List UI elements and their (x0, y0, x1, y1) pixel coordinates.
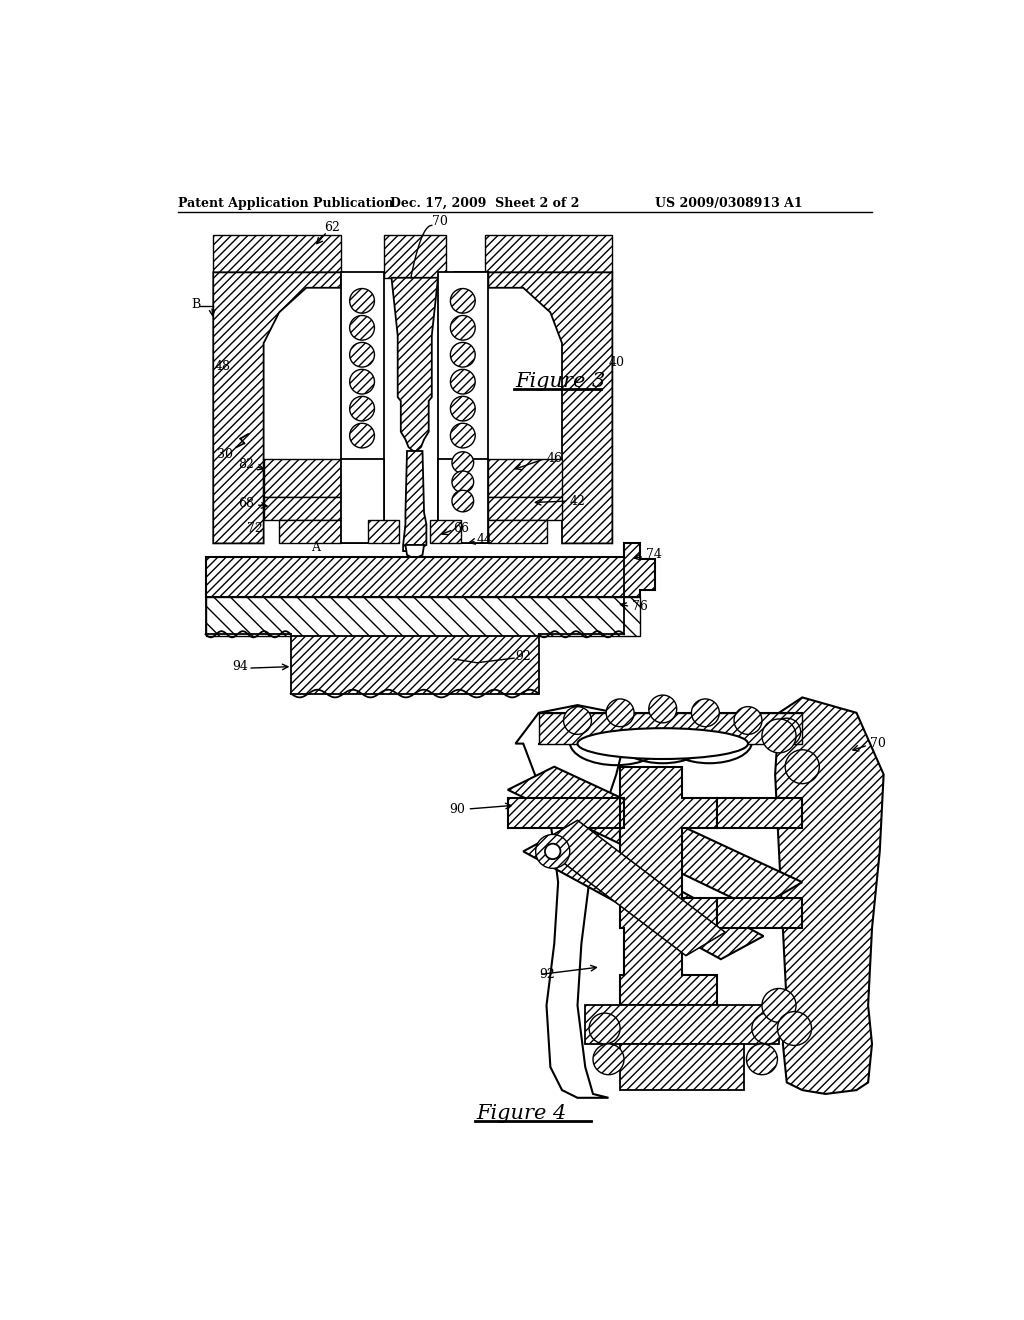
Polygon shape (717, 797, 802, 829)
Bar (484, 235, 612, 272)
Bar (263, 498, 341, 520)
Text: 92: 92 (539, 968, 555, 981)
Circle shape (451, 396, 475, 421)
Polygon shape (515, 705, 624, 1098)
Circle shape (452, 451, 474, 474)
Circle shape (746, 1044, 777, 1074)
Bar (586, 1006, 779, 1044)
Bar (488, 459, 562, 498)
Circle shape (451, 342, 475, 367)
Text: Dec. 17, 2009  Sheet 2 of 2: Dec. 17, 2009 Sheet 2 of 2 (390, 197, 580, 210)
Text: A: A (311, 541, 321, 554)
Text: 66: 66 (454, 521, 469, 535)
Polygon shape (213, 272, 341, 544)
Bar (213, 235, 341, 272)
Polygon shape (391, 277, 438, 451)
Text: 74: 74 (646, 548, 662, 561)
Text: 92: 92 (515, 649, 531, 663)
Text: 30: 30 (217, 449, 232, 462)
Circle shape (785, 750, 819, 784)
Circle shape (452, 490, 474, 512)
Circle shape (349, 342, 375, 367)
Circle shape (349, 370, 375, 395)
Circle shape (752, 1014, 783, 1044)
Circle shape (734, 706, 762, 734)
Polygon shape (341, 272, 384, 544)
Text: 68: 68 (239, 496, 254, 510)
Text: 70: 70 (870, 737, 887, 750)
Circle shape (349, 315, 375, 341)
Circle shape (349, 289, 375, 313)
Bar (263, 459, 341, 498)
Bar (369, 520, 399, 544)
Text: Figure 4: Figure 4 (477, 1104, 567, 1123)
Text: 44: 44 (477, 533, 493, 546)
Circle shape (649, 696, 677, 723)
Bar (621, 1044, 744, 1090)
Circle shape (545, 843, 560, 859)
Bar (341, 459, 384, 544)
Text: 48: 48 (215, 360, 230, 372)
Text: 62: 62 (324, 222, 340, 234)
Circle shape (691, 700, 719, 726)
Circle shape (563, 706, 592, 734)
Polygon shape (621, 767, 717, 1006)
Circle shape (777, 1011, 812, 1045)
Circle shape (451, 424, 475, 447)
Bar (488, 520, 547, 544)
Bar (430, 520, 461, 544)
Circle shape (606, 700, 634, 726)
Polygon shape (775, 697, 884, 1094)
Text: B: B (190, 298, 200, 312)
Text: 76: 76 (632, 601, 647, 612)
Circle shape (451, 315, 475, 341)
Text: 82: 82 (239, 458, 254, 471)
Polygon shape (523, 829, 764, 960)
Polygon shape (717, 898, 802, 928)
Circle shape (762, 989, 796, 1022)
Polygon shape (206, 544, 655, 597)
Circle shape (773, 718, 801, 746)
Text: Figure 3: Figure 3 (515, 372, 606, 391)
Text: 94: 94 (232, 660, 248, 673)
Bar (291, 636, 539, 693)
Circle shape (452, 471, 474, 492)
Polygon shape (539, 821, 725, 956)
Bar (539, 713, 802, 743)
Polygon shape (508, 767, 802, 909)
Circle shape (593, 1044, 624, 1074)
Text: 42: 42 (569, 495, 586, 508)
Circle shape (762, 719, 796, 752)
Text: 90: 90 (450, 803, 465, 816)
Circle shape (349, 396, 375, 421)
Bar (384, 235, 445, 277)
Text: 46: 46 (547, 453, 562, 465)
Text: 40: 40 (608, 356, 625, 370)
Circle shape (589, 1014, 621, 1044)
Polygon shape (406, 545, 424, 558)
Bar (206, 597, 640, 636)
Circle shape (451, 289, 475, 313)
Polygon shape (403, 451, 426, 552)
Polygon shape (508, 797, 621, 829)
Polygon shape (438, 272, 488, 544)
Text: 70: 70 (432, 215, 447, 228)
Text: 72: 72 (247, 521, 263, 535)
Bar (280, 520, 341, 544)
Ellipse shape (578, 729, 748, 759)
Text: US 2009/0308913 A1: US 2009/0308913 A1 (655, 197, 803, 210)
Text: Patent Application Publication: Patent Application Publication (178, 197, 394, 210)
Circle shape (536, 834, 569, 869)
Circle shape (349, 424, 375, 447)
Bar (438, 459, 488, 544)
Bar (488, 498, 562, 520)
Polygon shape (454, 272, 612, 544)
Polygon shape (539, 821, 725, 956)
Circle shape (451, 370, 475, 395)
